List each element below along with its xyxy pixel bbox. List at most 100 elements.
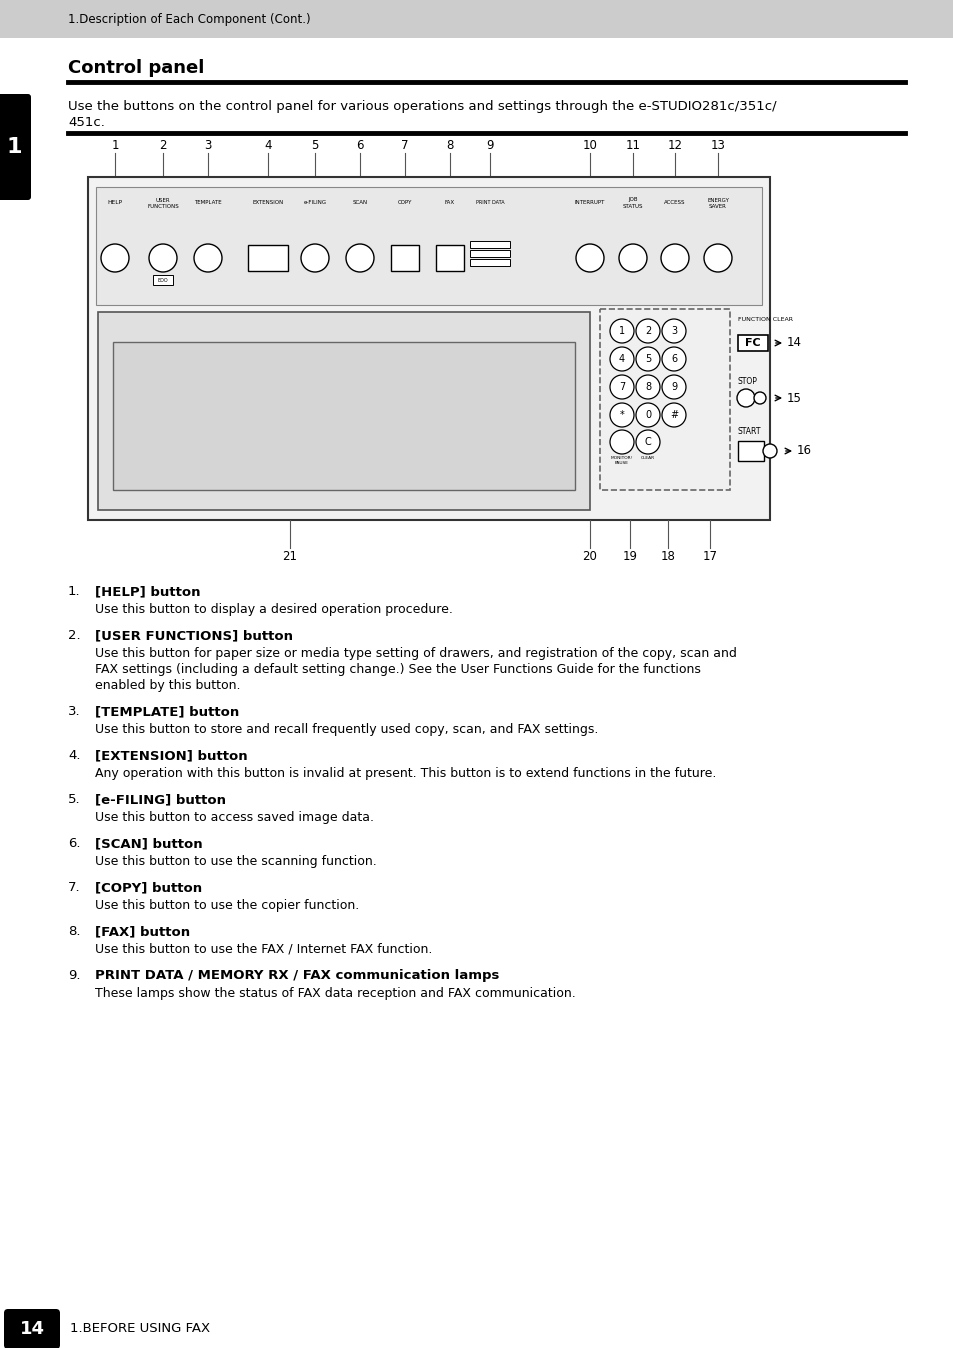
Circle shape (576, 244, 603, 272)
Text: Use this button to access saved image data.: Use this button to access saved image da… (95, 811, 374, 824)
Text: [TEMPLATE] button: [TEMPLATE] button (95, 705, 239, 718)
Text: Use this button to store and recall frequently used copy, scan, and FAX settings: Use this button to store and recall freq… (95, 723, 598, 736)
Text: *: * (619, 410, 623, 421)
Circle shape (737, 390, 754, 407)
Text: Use this button to use the scanning function.: Use this button to use the scanning func… (95, 855, 376, 868)
Text: 14: 14 (19, 1320, 45, 1339)
Text: enabled by this button.: enabled by this button. (95, 679, 240, 692)
Text: EXTENSION: EXTENSION (253, 201, 283, 205)
Circle shape (661, 346, 685, 371)
FancyBboxPatch shape (4, 1309, 60, 1348)
Text: INTERRUPT: INTERRUPT (575, 201, 604, 205)
Circle shape (193, 244, 222, 272)
Text: STATUS: STATUS (622, 205, 642, 209)
Text: 8: 8 (644, 381, 650, 392)
Text: [COPY] button: [COPY] button (95, 882, 202, 894)
Circle shape (762, 443, 776, 458)
Text: STOP: STOP (738, 377, 757, 386)
Bar (738, 336, 767, 350)
Text: 1.Description of Each Component (Cont.): 1.Description of Each Component (Cont.) (68, 12, 311, 26)
Bar (0, 0, 953, 38)
Text: [e-FILING] button: [e-FILING] button (95, 793, 226, 806)
Text: ENERGY: ENERGY (706, 198, 728, 202)
Text: [USER FUNCTIONS] button: [USER FUNCTIONS] button (95, 630, 293, 642)
Text: 18: 18 (659, 550, 675, 563)
Text: 8.: 8. (68, 925, 80, 938)
Text: 4: 4 (618, 355, 624, 364)
Circle shape (618, 244, 646, 272)
Text: 20: 20 (582, 550, 597, 563)
Circle shape (636, 430, 659, 454)
Text: 1.: 1. (68, 585, 81, 599)
Text: [HELP] button: [HELP] button (95, 585, 200, 599)
Text: HELP: HELP (108, 201, 122, 205)
Text: 11: 11 (625, 139, 639, 152)
Circle shape (149, 244, 177, 272)
Text: [SCAN] button: [SCAN] button (95, 837, 202, 851)
Text: MONITOR/
PAUSE: MONITOR/ PAUSE (610, 456, 633, 465)
Text: SAVER: SAVER (708, 205, 726, 209)
Text: PRINT DATA: PRINT DATA (476, 201, 504, 205)
Text: 1: 1 (7, 137, 22, 156)
Text: 8: 8 (446, 139, 454, 152)
Text: 2.: 2. (68, 630, 81, 642)
Text: ACCESS: ACCESS (663, 201, 685, 205)
Text: #: # (669, 410, 678, 421)
Text: e-FILING: e-FILING (303, 201, 326, 205)
Text: 9: 9 (486, 139, 494, 152)
Bar (470, 249, 510, 257)
Text: 16: 16 (796, 445, 811, 457)
Text: CLEAR: CLEAR (640, 456, 655, 460)
Bar (98, 311, 589, 510)
Text: 19: 19 (622, 550, 637, 563)
Text: FUNCTIONS: FUNCTIONS (147, 205, 178, 209)
Text: Any operation with this button is invalid at present. This button is to extend f: Any operation with this button is invali… (95, 767, 716, 780)
Text: 3: 3 (670, 326, 677, 336)
Text: Use this button to use the copier function.: Use this button to use the copier functi… (95, 899, 359, 913)
Text: 7.: 7. (68, 882, 81, 894)
Bar (248, 245, 288, 271)
Bar (391, 245, 418, 271)
Circle shape (636, 319, 659, 342)
Circle shape (301, 244, 329, 272)
Bar (436, 245, 463, 271)
Text: START: START (738, 427, 760, 435)
Circle shape (703, 244, 731, 272)
Text: FAX settings (including a default setting change.) See the User Functions Guide : FAX settings (including a default settin… (95, 663, 700, 675)
Text: 21: 21 (282, 550, 297, 563)
Text: USER: USER (155, 198, 171, 202)
Circle shape (609, 319, 634, 342)
Text: 5.: 5. (68, 793, 81, 806)
Circle shape (661, 375, 685, 399)
Text: 1: 1 (112, 139, 118, 152)
Bar (112, 342, 575, 491)
Circle shape (753, 392, 765, 404)
Text: Use this button to use the FAX / Internet FAX function.: Use this button to use the FAX / Interne… (95, 944, 432, 956)
Text: FUNCTION CLEAR: FUNCTION CLEAR (738, 317, 792, 322)
Text: 0: 0 (644, 410, 650, 421)
Text: 12: 12 (667, 139, 681, 152)
Text: FAX: FAX (444, 201, 455, 205)
Circle shape (660, 244, 688, 272)
Text: EDO: EDO (157, 278, 168, 283)
Text: 13: 13 (710, 139, 724, 152)
Bar (470, 241, 510, 248)
Text: 6.: 6. (68, 837, 80, 851)
Text: Use the buttons on the control panel for various operations and settings through: Use the buttons on the control panel for… (68, 100, 776, 113)
Text: Use this button to display a desired operation procedure.: Use this button to display a desired ope… (95, 603, 453, 616)
Text: 3: 3 (204, 139, 212, 152)
Text: 6: 6 (670, 355, 677, 364)
Text: Use this button for paper size or media type setting of drawers, and registratio: Use this button for paper size or media … (95, 647, 736, 661)
Text: PRINT DATA / MEMORY RX / FAX communication lamps: PRINT DATA / MEMORY RX / FAX communicati… (95, 969, 498, 981)
Circle shape (609, 403, 634, 427)
Text: 1.BEFORE USING FAX: 1.BEFORE USING FAX (70, 1322, 210, 1336)
Text: Control panel: Control panel (68, 59, 204, 77)
Text: These lamps show the status of FAX data reception and FAX communication.: These lamps show the status of FAX data … (95, 987, 576, 1000)
Text: SCAN: SCAN (352, 201, 367, 205)
Circle shape (661, 319, 685, 342)
Text: 2: 2 (644, 326, 651, 336)
Text: 17: 17 (701, 550, 717, 563)
Text: 15: 15 (786, 391, 801, 404)
Bar (96, 187, 761, 305)
Text: 4.: 4. (68, 749, 80, 762)
